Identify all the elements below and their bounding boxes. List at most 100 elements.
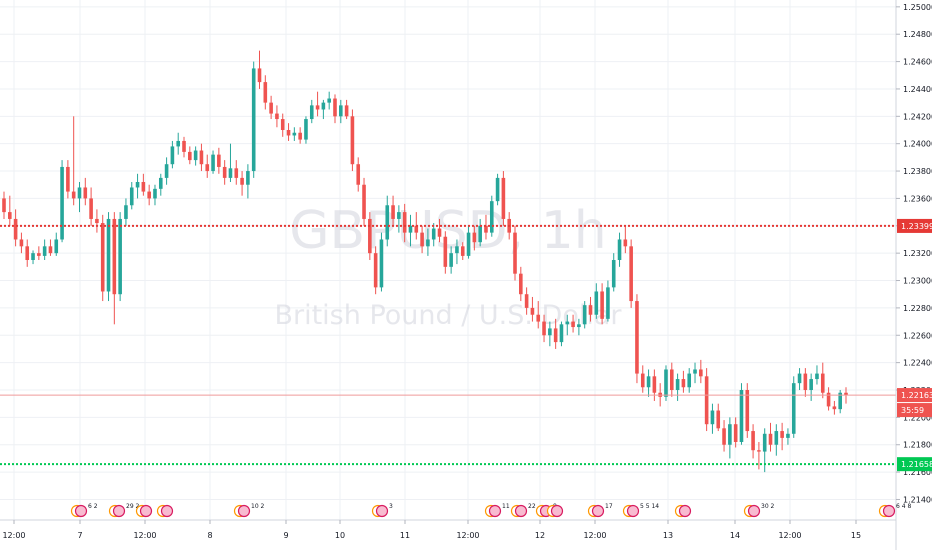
candle[interactable] — [710, 403, 715, 434]
candle[interactable] — [600, 283, 604, 325]
candle-body[interactable] — [234, 168, 239, 178]
candle[interactable] — [199, 143, 204, 172]
event-marker[interactable]: 3 — [371, 503, 394, 518]
candle[interactable] — [431, 223, 436, 247]
candle-body[interactable] — [687, 373, 692, 388]
candle[interactable] — [135, 173, 140, 199]
candle-body[interactable] — [379, 239, 384, 288]
candle[interactable] — [275, 105, 279, 128]
candle[interactable] — [611, 253, 616, 292]
candle-body[interactable] — [629, 246, 633, 302]
candle[interactable] — [774, 424, 779, 456]
candle[interactable] — [176, 132, 181, 155]
candle[interactable] — [333, 94, 337, 124]
candle[interactable] — [530, 296, 535, 322]
candle-body[interactable] — [710, 410, 715, 425]
candle-body[interactable] — [513, 232, 517, 274]
candle-body[interactable] — [193, 150, 198, 161]
horizontal-lines[interactable] — [0, 224, 896, 466]
candle[interactable] — [362, 177, 366, 226]
candle-body[interactable] — [838, 392, 842, 410]
candle[interactable] — [89, 187, 93, 226]
candle-body[interactable] — [751, 431, 755, 451]
candle-body[interactable] — [356, 164, 361, 185]
candle-body[interactable] — [54, 239, 59, 254]
candle-body[interactable] — [304, 119, 308, 140]
event-marker[interactable] — [546, 504, 564, 518]
uk-flag-icon[interactable] — [112, 504, 126, 518]
candle-body[interactable] — [832, 406, 837, 410]
candle-body[interactable] — [472, 232, 477, 243]
candle-body[interactable] — [408, 225, 413, 233]
candle[interactable] — [42, 239, 47, 260]
candle[interactable] — [745, 383, 750, 438]
candle-body[interactable] — [460, 246, 465, 256]
candle[interactable] — [385, 195, 390, 247]
candle-body[interactable] — [728, 424, 732, 445]
candle-body[interactable] — [402, 212, 407, 233]
candle-body[interactable] — [158, 177, 163, 189]
candle[interactable] — [669, 362, 674, 397]
candle-body[interactable] — [71, 191, 76, 199]
candle-body[interactable] — [25, 246, 30, 260]
candle-body[interactable] — [251, 68, 256, 172]
uk-flag-icon[interactable] — [591, 504, 605, 518]
candle[interactable] — [629, 239, 633, 308]
candle[interactable] — [77, 182, 82, 213]
candle[interactable] — [559, 321, 564, 347]
candle[interactable] — [548, 321, 552, 347]
uk-flag-icon[interactable] — [747, 504, 761, 518]
candle-body[interactable] — [315, 105, 320, 110]
candle-body[interactable] — [344, 105, 349, 117]
candle[interactable] — [565, 314, 570, 336]
candle-body[interactable] — [449, 253, 453, 267]
candle[interactable] — [25, 239, 30, 267]
candle[interactable] — [675, 373, 680, 401]
candle[interactable] — [315, 91, 320, 117]
candle-body[interactable] — [275, 113, 279, 120]
candle-body[interactable] — [478, 225, 482, 243]
uk-flag-icon[interactable] — [550, 504, 564, 518]
candle-body[interactable] — [118, 218, 122, 295]
candle-body[interactable] — [757, 450, 761, 452]
candle-body[interactable] — [716, 410, 721, 429]
event-marker[interactable] — [156, 504, 174, 518]
candle[interactable] — [182, 136, 186, 158]
candle[interactable] — [100, 214, 105, 302]
candle[interactable] — [640, 365, 645, 393]
uk-flag-icon[interactable] — [678, 504, 692, 518]
event-marker[interactable]: 17 — [587, 503, 613, 518]
event-marker[interactable] — [674, 504, 692, 518]
candle-body[interactable] — [426, 239, 430, 247]
candle[interactable] — [820, 362, 825, 399]
candle-body[interactable] — [844, 392, 848, 396]
candle[interactable] — [344, 99, 349, 120]
candle-body[interactable] — [8, 212, 12, 219]
candle-body[interactable] — [391, 205, 395, 219]
candle-body[interactable] — [77, 187, 82, 199]
candle[interactable] — [489, 195, 494, 237]
candle-body[interactable] — [309, 105, 314, 120]
uk-flag-icon[interactable] — [237, 504, 251, 518]
candle-body[interactable] — [333, 98, 337, 117]
uk-flag-icon[interactable] — [626, 504, 640, 518]
candle[interactable] — [170, 140, 175, 169]
event-marker[interactable]: 29 2 — [108, 503, 140, 518]
candle-body[interactable] — [48, 246, 53, 254]
candle-body[interactable] — [246, 171, 250, 185]
candle[interactable] — [397, 205, 401, 233]
uk-flag-icon[interactable] — [488, 504, 502, 518]
candlestick-series[interactable] — [2, 50, 848, 473]
candle-body[interactable] — [611, 260, 616, 288]
candle-body[interactable] — [217, 154, 221, 167]
candle-body[interactable] — [745, 390, 750, 432]
candle[interactable] — [588, 296, 593, 322]
candle-body[interactable] — [489, 201, 494, 233]
candle-body[interactable] — [397, 212, 401, 219]
candle[interactable] — [54, 232, 59, 256]
candle[interactable] — [309, 99, 314, 124]
candle-body[interactable] — [559, 324, 564, 343]
candle-body[interactable] — [280, 119, 285, 130]
candle[interactable] — [728, 417, 732, 459]
candle-body[interactable] — [263, 82, 268, 103]
